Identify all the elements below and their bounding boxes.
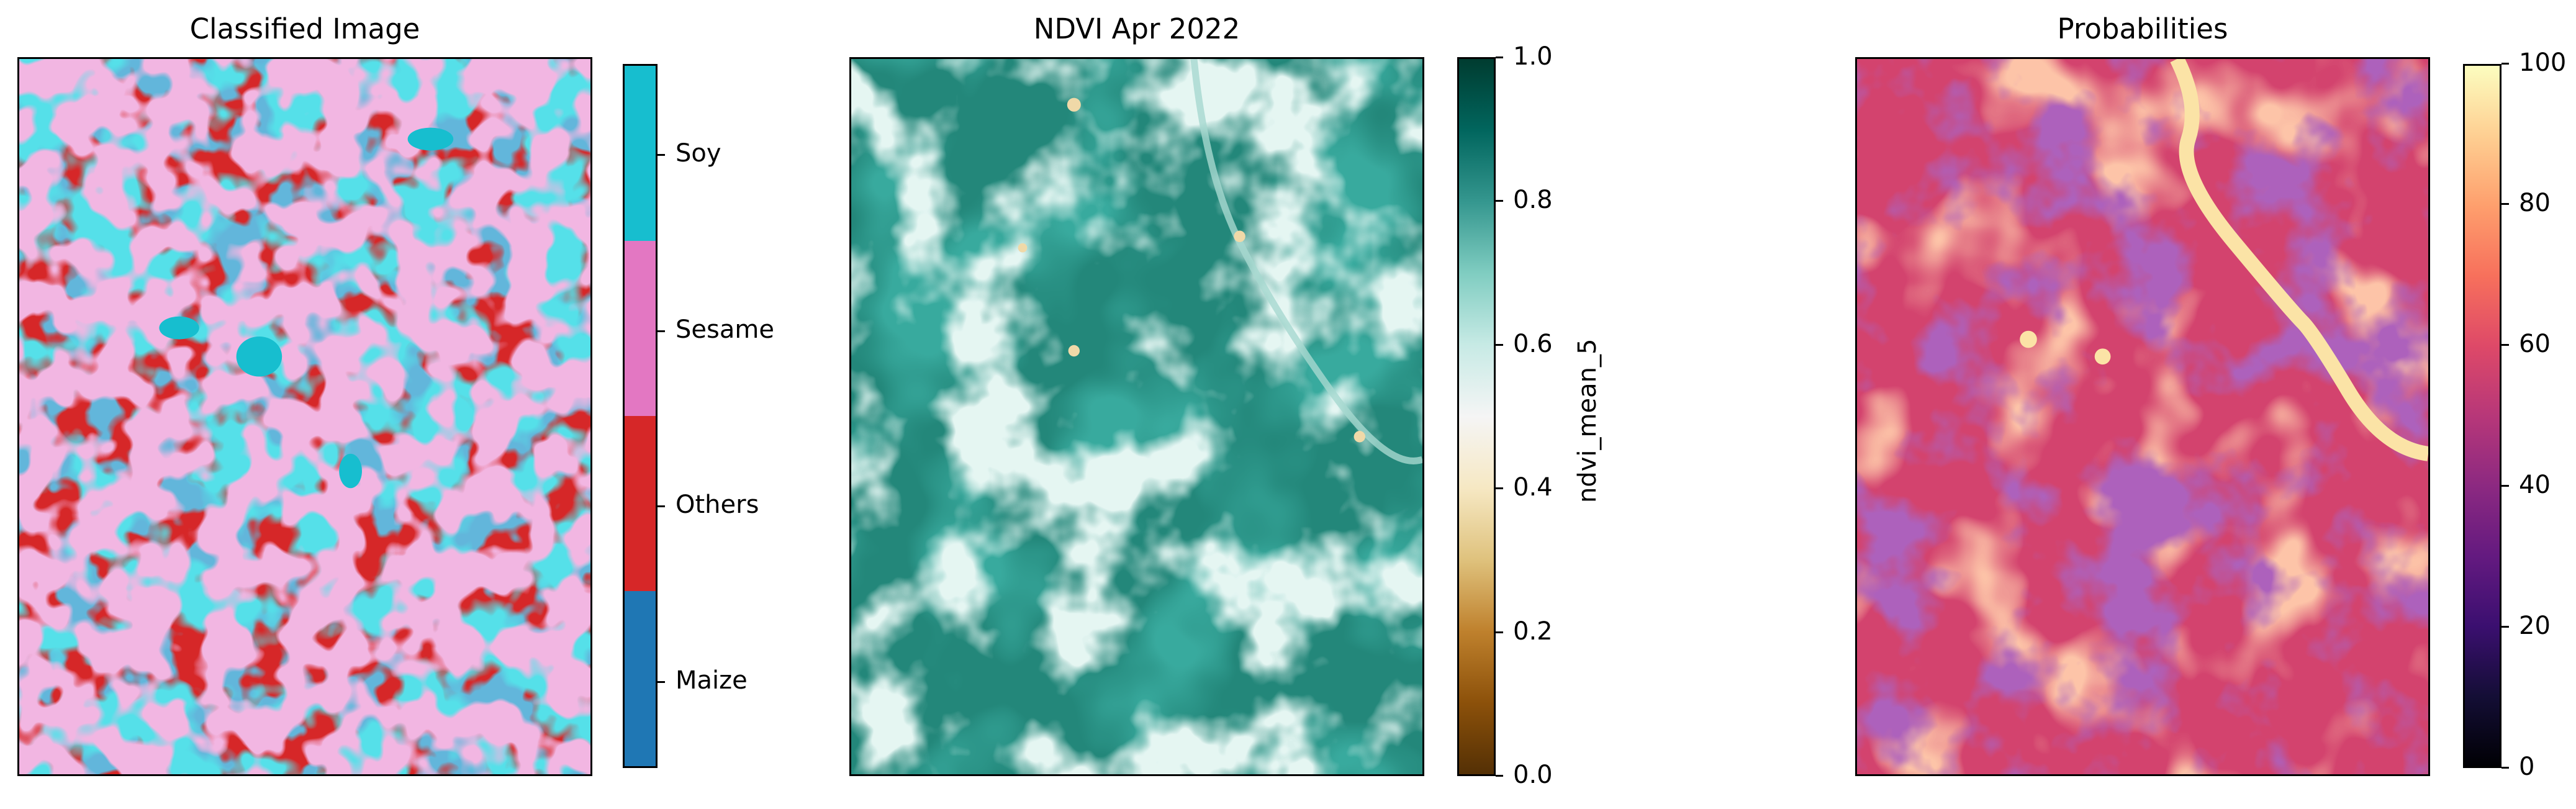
river-high-probability — [2170, 59, 2428, 461]
colorbar-segment-sesame — [625, 241, 656, 416]
prob-tick-0: 0 — [2519, 753, 2535, 781]
sesame-patches — [19, 59, 590, 774]
panel2-title: NDVI Apr 2022 — [1033, 12, 1241, 45]
classified-image-raster — [17, 57, 592, 776]
prob-tick-3: 60 — [2519, 330, 2551, 358]
prob-tick-5: 100 — [2519, 48, 2567, 77]
ndvi-svg — [851, 59, 1422, 774]
prob-tick-4: 80 — [2519, 189, 2551, 217]
classified-image-svg — [19, 59, 590, 774]
colorbar-label-soy: Soy — [676, 139, 721, 168]
colorbar-label-maize: Maize — [676, 666, 748, 695]
colorbar-segment-soy — [625, 66, 656, 241]
ndvi-tick-0: 0.0 — [1513, 761, 1553, 789]
colorbar-segment-maize — [625, 591, 656, 766]
ndvi-tick-4: 0.8 — [1513, 186, 1553, 214]
prob-tick-2: 40 — [2519, 471, 2551, 499]
colorbar-segment-others — [625, 416, 656, 591]
panel3-title: Probabilities — [2057, 12, 2228, 45]
colorbar-label-sesame: Sesame — [676, 315, 774, 344]
ndvi-tick-2: 0.4 — [1513, 473, 1553, 502]
river-feature — [1190, 59, 1422, 464]
ndvi-colorbar — [1457, 57, 1496, 776]
ndvi-colorbar-label: ndvi_mean_5 — [1573, 338, 1602, 503]
ndvi-tick-3: 0.6 — [1513, 330, 1553, 358]
prob-tick-1: 20 — [2519, 612, 2551, 640]
probabilities-svg — [1857, 59, 2428, 774]
ndvi-tick-5: 1.0 — [1513, 42, 1553, 71]
probabilities-colorbar — [2463, 64, 2501, 768]
ndvi-raster — [849, 57, 1424, 776]
ndvi-tick-1: 0.2 — [1513, 617, 1553, 646]
panel1-title: Classified Image — [189, 12, 420, 45]
probabilities-raster — [1855, 57, 2430, 776]
colorbar-label-others: Others — [676, 490, 759, 519]
classified-colorbar — [623, 64, 658, 768]
